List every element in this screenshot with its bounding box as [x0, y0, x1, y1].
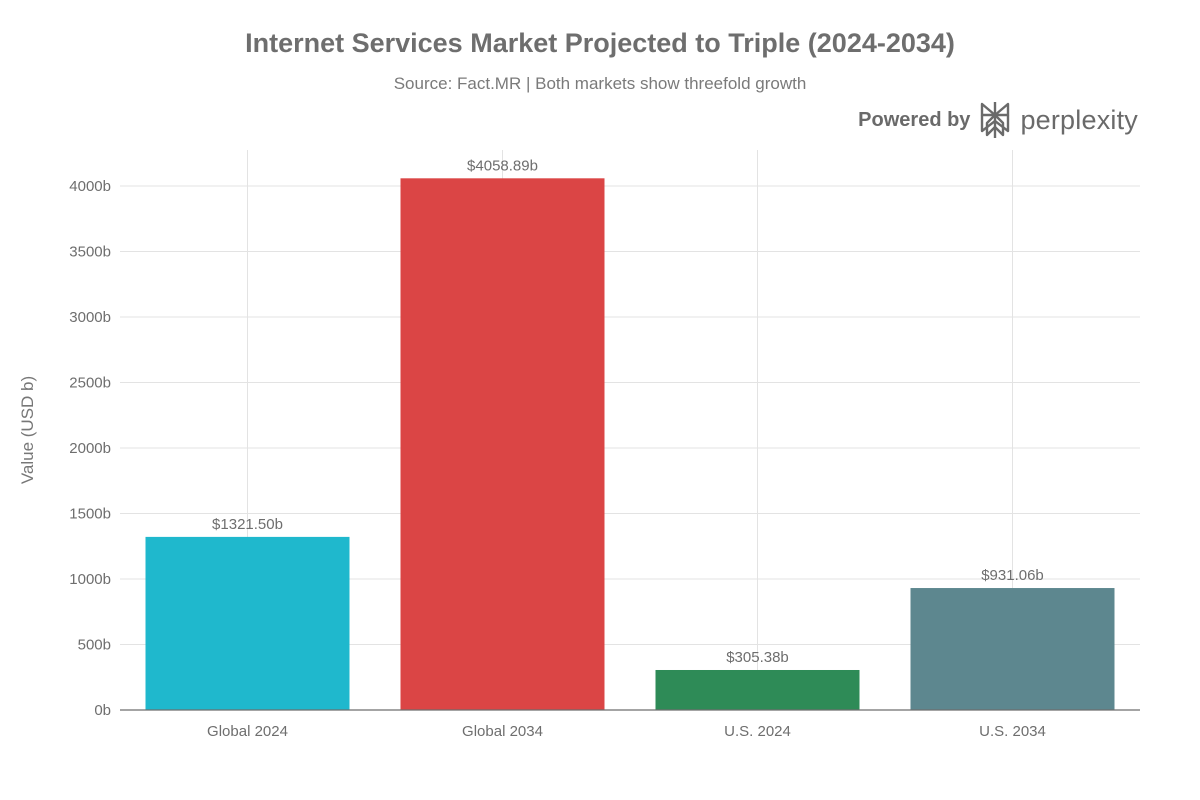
- powered-by-label: Powered by: [858, 108, 971, 131]
- chart-subtitle: Source: Fact.MR | Both markets show thre…: [393, 74, 807, 93]
- y-tick-label: 500b: [78, 637, 111, 654]
- x-tick-label: Global 2034: [462, 723, 543, 740]
- y-tick-label: 3500b: [69, 244, 111, 261]
- data-label: $1321.50b: [212, 516, 283, 533]
- x-tick-label: Global 2024: [207, 723, 288, 740]
- y-tick-label: 1500b: [69, 506, 111, 523]
- x-tick-label: U.S. 2024: [724, 723, 791, 740]
- perplexity-logo-icon: [981, 102, 1010, 138]
- data-label: $305.38b: [726, 649, 789, 666]
- y-tick-label: 2500b: [69, 375, 111, 392]
- data-label: $4058.89b: [467, 157, 538, 174]
- bar[interactable]: [400, 178, 605, 710]
- bar[interactable]: [145, 536, 350, 710]
- bar[interactable]: [910, 588, 1115, 710]
- x-tick-label: U.S. 2034: [979, 723, 1046, 740]
- chart-title: Internet Services Market Projected to Tr…: [245, 28, 955, 58]
- bar[interactable]: [655, 669, 860, 710]
- y-tick-label: 3000b: [69, 309, 111, 326]
- labels: 0b 500b 1000b 1500b 2000b 2500b 3000b 3500b 4000…: [69, 157, 1046, 740]
- y-tick-label: 0b: [94, 702, 111, 719]
- bars: [145, 178, 1115, 710]
- data-label: $931.06b: [981, 567, 1044, 584]
- perplexity-wordmark: perplexity: [1020, 104, 1138, 135]
- y-tick-label: 2000b: [69, 440, 111, 457]
- powered-by-brand[interactable]: Powered by perplexity: [858, 100, 1138, 140]
- y-tick-label: 4000b: [69, 178, 111, 195]
- y-tick-label: 1000b: [69, 571, 111, 588]
